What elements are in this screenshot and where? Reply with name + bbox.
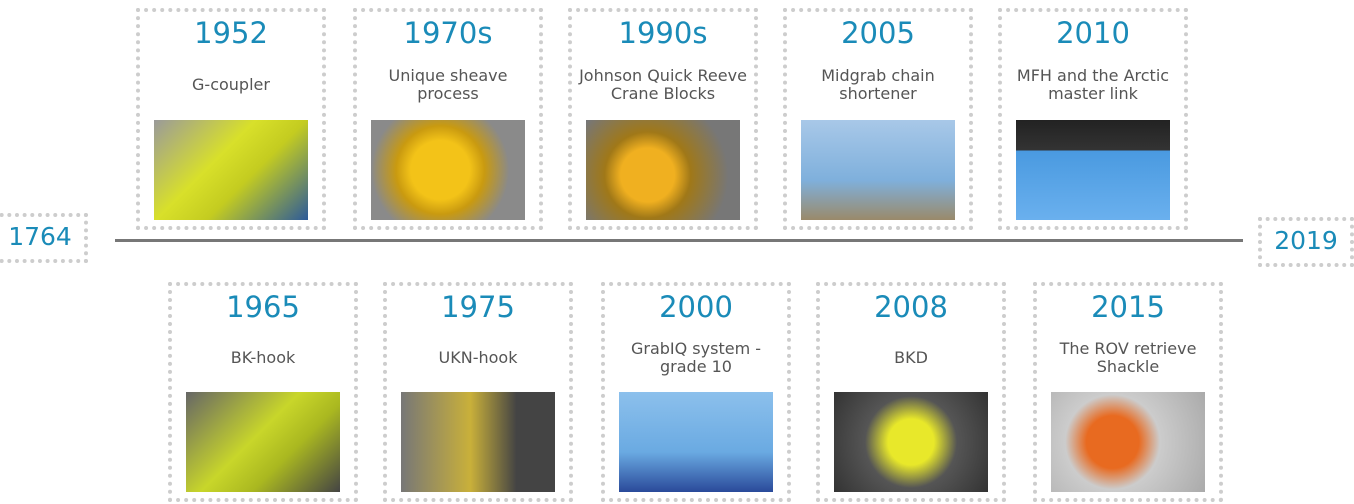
milestone-year: 1965 (226, 290, 300, 324)
milestone-label: The ROV retrieve Shackle (1043, 324, 1213, 392)
milestone-label: BK-hook (178, 324, 348, 392)
milestone-label: Midgrab chain shortener (793, 50, 963, 120)
timeline: 1764 2019 1952G-coupler1970sUnique sheav… (0, 0, 1354, 504)
milestone-year: 2000 (659, 290, 733, 324)
milestone-year: 1970s (404, 16, 493, 50)
end-year: 2019 (1258, 217, 1354, 267)
milestone-image (834, 392, 988, 492)
start-year: 1764 (0, 213, 88, 263)
milestone-label: G-coupler (146, 50, 316, 120)
milestone-image (154, 120, 308, 220)
milestone-year: 1975 (441, 290, 515, 324)
milestone-year: 2005 (841, 16, 915, 50)
milestone-year: 1952 (194, 16, 268, 50)
milestone-label: Unique sheave process (363, 50, 533, 120)
milestone-image (371, 120, 525, 220)
milestone-year: 2008 (874, 290, 948, 324)
milestone-year: 1990s (619, 16, 708, 50)
milestone-image (1051, 392, 1205, 492)
milestone-label: BKD (826, 324, 996, 392)
milestone-image (186, 392, 340, 492)
milestone-image (401, 392, 555, 492)
milestone-image (801, 120, 955, 220)
milestone-year: 2010 (1056, 16, 1130, 50)
timeline-axis (115, 239, 1243, 242)
milestone-year: 2015 (1091, 290, 1165, 324)
milestone-image (619, 392, 773, 492)
milestone-image (1016, 120, 1170, 220)
milestone-image (586, 120, 740, 220)
milestone-label: Johnson Quick Reeve Crane Blocks (578, 50, 748, 120)
milestone-label: UKN-hook (393, 324, 563, 392)
milestone-label: MFH and the Arctic master link (1008, 50, 1178, 120)
milestone-label: GrabIQ system - grade 10 (611, 324, 781, 392)
